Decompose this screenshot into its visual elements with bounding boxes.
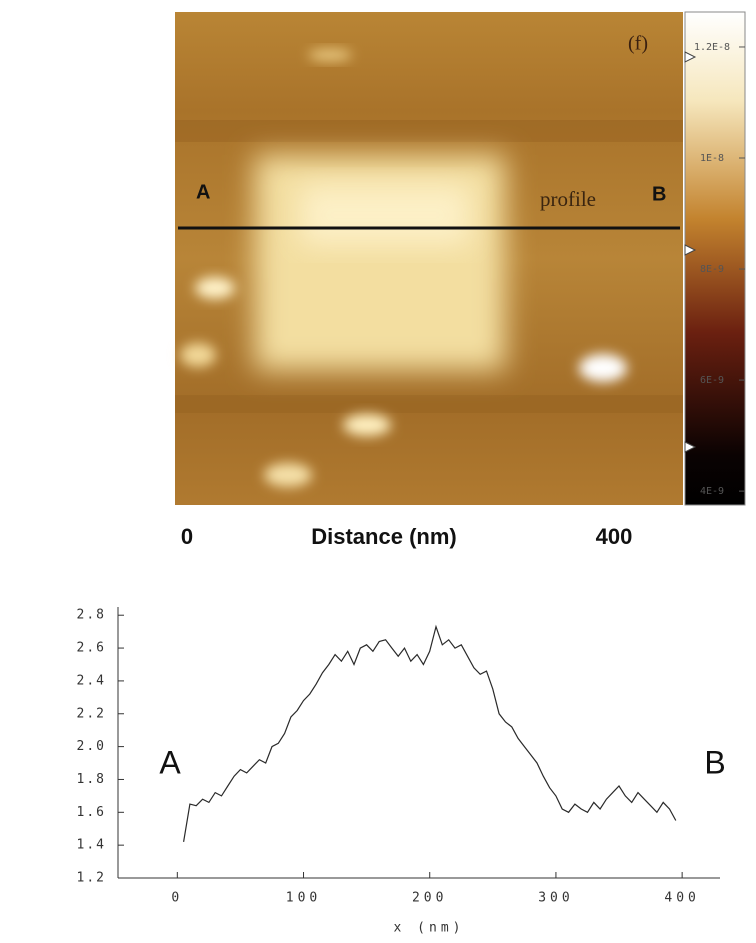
profile-line: [183, 624, 677, 842]
afm-particle: [579, 354, 627, 382]
x-tick-label: 400: [664, 891, 699, 906]
distance-label: Distance (nm): [311, 524, 456, 549]
colorbar-marker: [684, 51, 697, 453]
afm-particle: [195, 277, 235, 299]
profile-label: profile: [540, 187, 596, 211]
end-label: B: [652, 183, 666, 205]
afm-particle: [308, 49, 352, 61]
x-tick-label: 100: [286, 891, 321, 906]
afm-bright-region: [300, 185, 470, 245]
start-label: A: [196, 181, 210, 203]
colorbar-tick-label: 4E-9: [700, 486, 724, 497]
panel-label: (f): [628, 33, 648, 55]
afm-streak: [175, 395, 683, 413]
colorbar-tick-label: 8E-9: [700, 264, 724, 275]
x-tick-label: 0: [171, 891, 183, 906]
colorbar-tick-label: 1E-8: [700, 153, 724, 164]
y-tick-label: 1.2: [77, 871, 106, 886]
y-tick-label: 2.2: [77, 706, 106, 721]
y-tick-label: 2.0: [77, 739, 106, 754]
colorbar-tick-label: 1.2E-8: [694, 42, 730, 53]
afm-particle: [343, 414, 391, 436]
afm-image: (f) A profile B 0 Distance (nm) 400: [175, 11, 746, 549]
annotation: B: [704, 744, 725, 780]
afm-particle: [264, 463, 312, 487]
y-tick-label: 2.4: [77, 673, 106, 688]
y-tick-label: 1.8: [77, 772, 106, 787]
colorbar: [684, 11, 746, 506]
annotation: A: [159, 744, 181, 780]
colorbar-tick-label: 6E-9: [700, 375, 724, 386]
x-tick-label: 200: [412, 891, 447, 906]
y-tick-label: 1.6: [77, 805, 106, 820]
y-tick-label: 2.8: [77, 608, 106, 623]
y-tick-label: 2.6: [77, 641, 106, 656]
x-axis-label: x (nm): [394, 921, 465, 936]
y-tick-label: 1.4: [77, 838, 106, 853]
afm-streak: [175, 120, 683, 142]
afm-particle: [180, 343, 216, 367]
distance-start: 0: [181, 524, 193, 549]
distance-end: 400: [596, 524, 633, 549]
x-tick-label: 300: [538, 891, 573, 906]
